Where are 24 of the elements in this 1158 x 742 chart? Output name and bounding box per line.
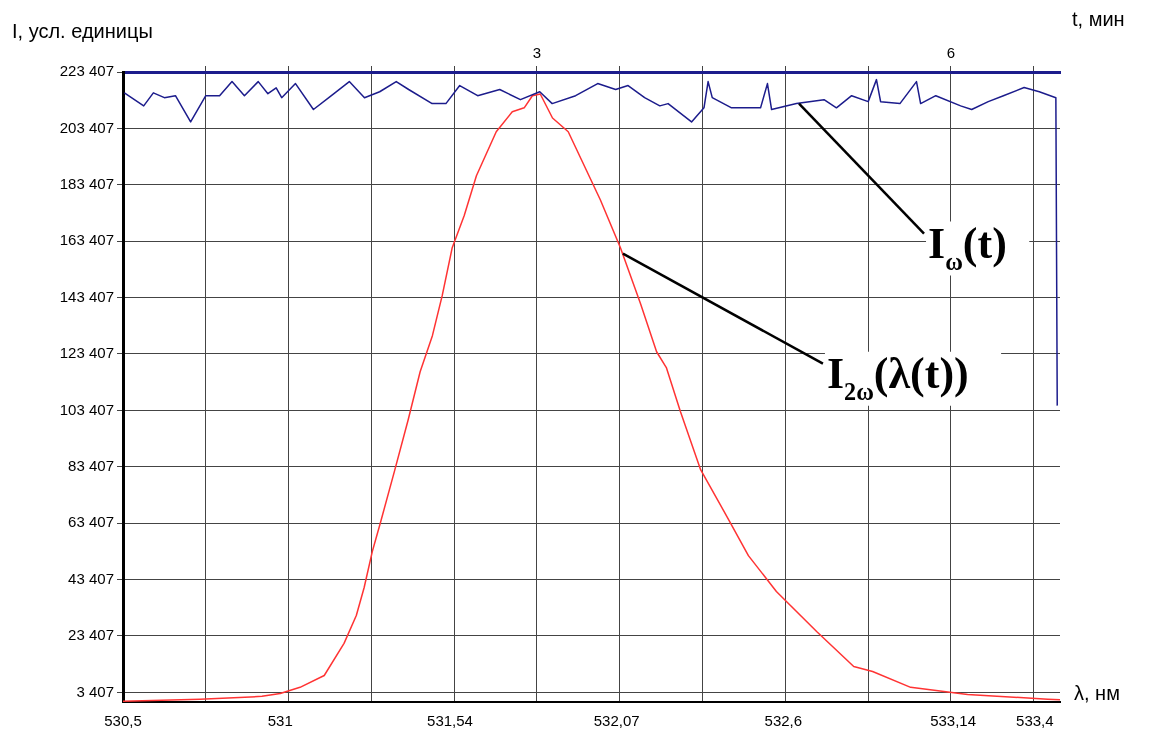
- x2-tick-label: 3: [532, 44, 542, 62]
- x-axis-title: λ, нм: [1074, 682, 1120, 704]
- x-tick-label: 531,54: [427, 712, 473, 730]
- y-tick-label: 23 407: [68, 626, 114, 644]
- y-tick-label: 103 407: [59, 400, 114, 418]
- y-tick-label: 3 407: [76, 682, 114, 700]
- y-tick-label: 143 407: [59, 287, 114, 305]
- y-tick-label: 43 407: [68, 569, 114, 587]
- y-axis-title: I, усл. единицы: [12, 20, 153, 42]
- y-tick-label: 203 407: [59, 118, 114, 136]
- y-tick-label: 83 407: [68, 456, 114, 474]
- y-tick-label: 163 407: [59, 231, 114, 249]
- x-tick-label: 530,5: [104, 712, 142, 730]
- x2-tick-label: 6: [946, 44, 956, 62]
- x-tick-label: 533,14: [930, 712, 977, 730]
- x-tick-label: 532,07: [593, 712, 640, 730]
- x-tick-label: 533,4: [1016, 712, 1054, 730]
- x-tick-label: 532,6: [764, 712, 803, 730]
- y-tick-label: 183 407: [59, 174, 114, 192]
- x2-axis-title: t, мин: [1072, 8, 1125, 30]
- y-tick-label: 63 407: [68, 513, 114, 531]
- x-tick-label: 531: [267, 712, 293, 730]
- y-tick-label: 123 407: [59, 344, 114, 362]
- y-tick-label: 223 407: [59, 62, 114, 80]
